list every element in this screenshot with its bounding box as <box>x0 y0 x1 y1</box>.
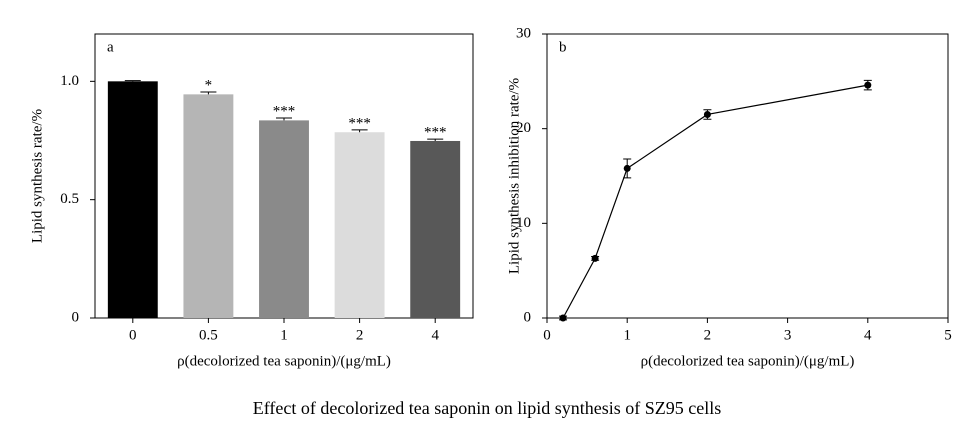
significance-label: *** <box>424 125 447 141</box>
error-bar <box>351 129 368 133</box>
bar <box>183 94 234 318</box>
x-tick-label: 2 <box>356 327 364 343</box>
point <box>623 164 631 172</box>
error-bar <box>124 80 141 82</box>
x-tick-label: 0 <box>129 327 137 343</box>
bar <box>334 132 385 318</box>
series-line <box>562 84 868 319</box>
plot-frame <box>546 33 949 319</box>
x-tick-label: 5 <box>944 327 952 343</box>
significance-label: *** <box>348 115 371 131</box>
x-tick-label: 0 <box>543 327 551 343</box>
x-tick-label: 2 <box>704 327 712 343</box>
point <box>864 81 872 89</box>
panel-label: a <box>107 39 114 55</box>
x-tick-label: 4 <box>431 327 439 343</box>
panel-label: b <box>559 39 567 55</box>
point <box>559 314 567 322</box>
x-tick-label: 1 <box>623 327 631 343</box>
y-tick-label: 0.5 <box>60 191 79 207</box>
y-tick-label: 1.0 <box>60 73 79 89</box>
x-tick-label: 1 <box>280 327 288 343</box>
bar <box>410 140 461 318</box>
y-tick-label: 20 <box>516 120 531 136</box>
bar <box>259 120 309 318</box>
x-tick-label: 0.5 <box>199 327 218 343</box>
bar <box>107 81 158 318</box>
x-axis-label: ρ(decolorized tea saponin)/(μg/mL) <box>641 353 855 369</box>
point <box>703 110 711 118</box>
error-bar <box>427 138 444 141</box>
x-tick-label: 4 <box>864 327 872 343</box>
error-bar <box>276 117 292 121</box>
y-tick-label: 10 <box>516 215 531 231</box>
error-bar <box>200 91 217 95</box>
y-tick-label: 0 <box>72 309 80 325</box>
y-tick-label: 30 <box>516 25 531 41</box>
point <box>591 254 599 262</box>
y-axis-label: Lipid synthesis inhibition rate/% <box>506 78 522 274</box>
x-axis-label: ρ(decolorized tea saponin)/(μg/mL) <box>177 353 391 369</box>
y-axis-label: Lipid synthesis rate/% <box>29 109 45 243</box>
significance-label: * <box>205 77 213 93</box>
caption: Effect of decolorized tea saponin on lip… <box>253 398 722 418</box>
x-tick-label: 3 <box>784 327 792 343</box>
significance-label: *** <box>273 103 296 119</box>
y-tick-label: 0 <box>524 309 532 325</box>
